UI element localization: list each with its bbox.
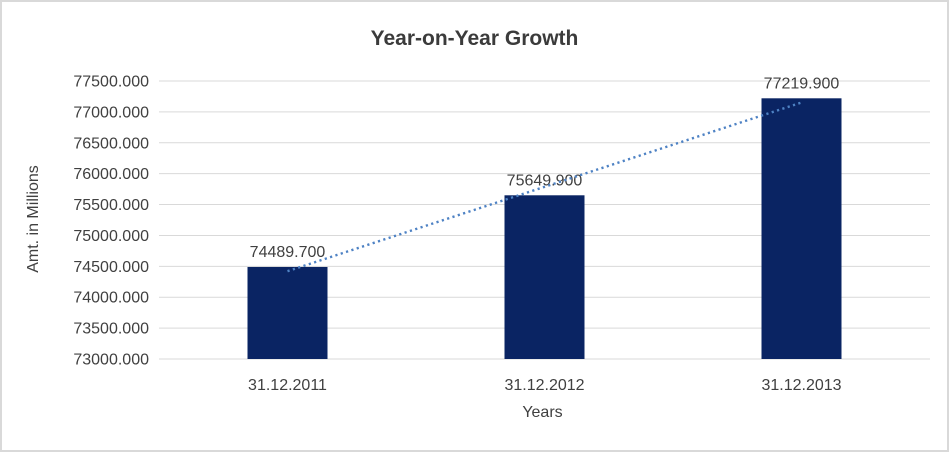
y-tick-label: 77500.000: [73, 74, 149, 91]
bar: [504, 195, 585, 359]
bar-value-label: 74489.700: [250, 244, 326, 261]
bar: [247, 266, 328, 359]
y-tick-label: 74000.000: [73, 290, 149, 307]
bar-value-label: 75649.900: [507, 172, 583, 189]
x-tick-label: 31.12.2012: [504, 377, 584, 394]
x-axis-title: Years: [522, 404, 563, 421]
y-tick-label: 73000.000: [73, 352, 149, 369]
bar: [761, 98, 842, 359]
y-tick-label: 76500.000: [73, 135, 149, 152]
y-tick-label: 75500.000: [73, 197, 149, 214]
y-tick-label: 75000.000: [73, 228, 149, 245]
y-tick-label: 73500.000: [73, 321, 149, 338]
y-tick-label: 76000.000: [73, 166, 149, 183]
y-tick-label: 77000.000: [73, 104, 149, 121]
bar-value-label: 77219.900: [764, 75, 840, 92]
x-tick-label: 31.12.2013: [761, 377, 841, 394]
y-tick-label: 74500.000: [73, 259, 149, 276]
x-tick-label: 31.12.2011: [248, 377, 327, 394]
chart-title: Year-on-Year Growth: [370, 27, 579, 50]
trendline-dotted: [287, 101, 802, 273]
